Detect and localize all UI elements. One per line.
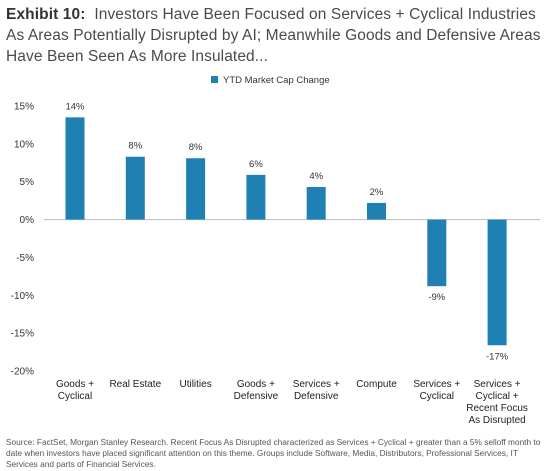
x-tick-label: Compute xyxy=(356,379,397,390)
x-tick-label: Real Estate xyxy=(109,379,161,390)
legend-label: YTD Market Cap Change xyxy=(223,75,330,86)
x-tick-label: Utilities xyxy=(179,379,211,390)
bar xyxy=(306,187,326,220)
x-tick-label: Services + Cyclical xyxy=(413,379,460,402)
bar xyxy=(186,158,206,220)
data-label: 8% xyxy=(189,142,203,153)
legend-swatch xyxy=(211,76,218,83)
data-label: 2% xyxy=(370,187,384,198)
y-tick-label: 15% xyxy=(14,102,34,113)
bar-chart: YTD Market Cap Change 15% 10% 5% 0% -5% -10% -… xyxy=(11,75,540,426)
y-tick-label: 0% xyxy=(20,215,35,226)
y-tick-label: -5% xyxy=(16,253,34,264)
title-text: Investors Have Been Focused on Services … xyxy=(6,6,541,65)
x-axis: Goods + Cyclical Real Estate Utilities Goods… xyxy=(56,379,528,426)
data-label: 4% xyxy=(309,171,323,182)
bar xyxy=(487,219,507,346)
bar xyxy=(246,174,266,220)
data-label: 8% xyxy=(128,141,142,152)
x-tick-label: Goods + Cyclical xyxy=(56,379,94,402)
source-note: Source: FactSet, Morgan Stanley Research… xyxy=(6,437,541,469)
bar xyxy=(427,219,447,287)
y-tick-label: 5% xyxy=(20,177,35,188)
data-label: -17% xyxy=(486,351,509,362)
x-tick-label: Goods + Defensive xyxy=(234,379,279,402)
x-tick-label: Services + Cyclical + Recent Focus As Disru… xyxy=(466,379,528,426)
data-label: -9% xyxy=(428,292,445,303)
x-tick-label: Services + Defensive xyxy=(293,379,340,402)
bars: 14% 8% 8% 6% 4% 2% -9% -17% xyxy=(65,101,508,362)
data-label: 6% xyxy=(249,159,263,170)
bar xyxy=(65,117,85,220)
y-tick-label: -20% xyxy=(11,367,34,378)
y-tick-label: -10% xyxy=(11,291,34,302)
y-tick-label: 10% xyxy=(14,139,34,150)
chart-title: Exhibit 10: Investors Have Been Focused … xyxy=(6,4,546,67)
data-label: 14% xyxy=(65,101,85,112)
y-tick-label: -15% xyxy=(11,329,34,340)
exhibit-label: Exhibit 10: xyxy=(6,6,86,23)
y-axis: 15% 10% 5% 0% -5% -10% -15% -20% xyxy=(11,102,540,378)
bar xyxy=(367,202,386,220)
legend: YTD Market Cap Change xyxy=(211,75,330,86)
bar xyxy=(125,156,145,220)
